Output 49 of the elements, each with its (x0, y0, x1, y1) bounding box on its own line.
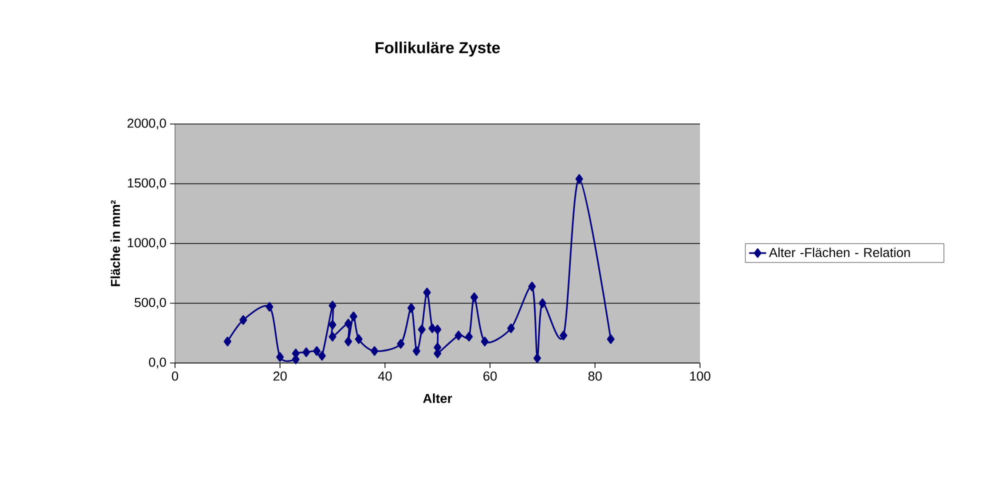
point (276, 352, 284, 362)
x-tick-label: 40 (378, 372, 392, 381)
point (454, 330, 462, 340)
point (606, 334, 615, 344)
point (328, 320, 336, 330)
x-tick-label: 60 (483, 372, 497, 381)
point (533, 353, 542, 364)
point (560, 330, 568, 340)
point (407, 303, 416, 313)
point (328, 300, 336, 310)
point (328, 332, 336, 342)
point (575, 174, 584, 184)
x-tick-label: 80 (588, 372, 602, 381)
point (434, 324, 442, 334)
point (239, 315, 248, 325)
point (412, 346, 420, 356)
y-tick-label: 500,0 (134, 298, 166, 309)
point (480, 336, 489, 346)
legend-label: Alter -Flächen - Relation (768, 248, 910, 258)
point (538, 298, 546, 308)
point (428, 324, 436, 334)
point (396, 339, 405, 349)
point (344, 336, 352, 346)
x-tick-label: 0 (172, 372, 178, 381)
x-axis-title: Alter (423, 394, 452, 404)
y-tick-label: 1000,0 (128, 238, 166, 249)
point (528, 282, 536, 292)
chart-title: Follikuläre Zyste (376, 42, 500, 56)
point (354, 334, 363, 344)
x-tick-label: 20 (273, 372, 287, 381)
point (434, 348, 442, 358)
y-tick-label: 2000,0 (128, 118, 166, 130)
point (312, 346, 321, 356)
point (507, 324, 515, 334)
x-tick-label: 100 (690, 372, 710, 381)
point (350, 312, 358, 322)
point (344, 318, 352, 328)
point (370, 346, 378, 356)
point (302, 347, 310, 358)
point (423, 288, 431, 298)
point (318, 351, 326, 361)
point (266, 302, 274, 312)
y-tick-label: 1500,0 (128, 178, 166, 190)
point (418, 324, 426, 334)
y-axis-title: Fläche in mm² (110, 200, 120, 286)
point (470, 292, 478, 302)
point (224, 336, 232, 346)
y-tick-label: 0,0 (148, 358, 166, 368)
point (465, 332, 473, 342)
